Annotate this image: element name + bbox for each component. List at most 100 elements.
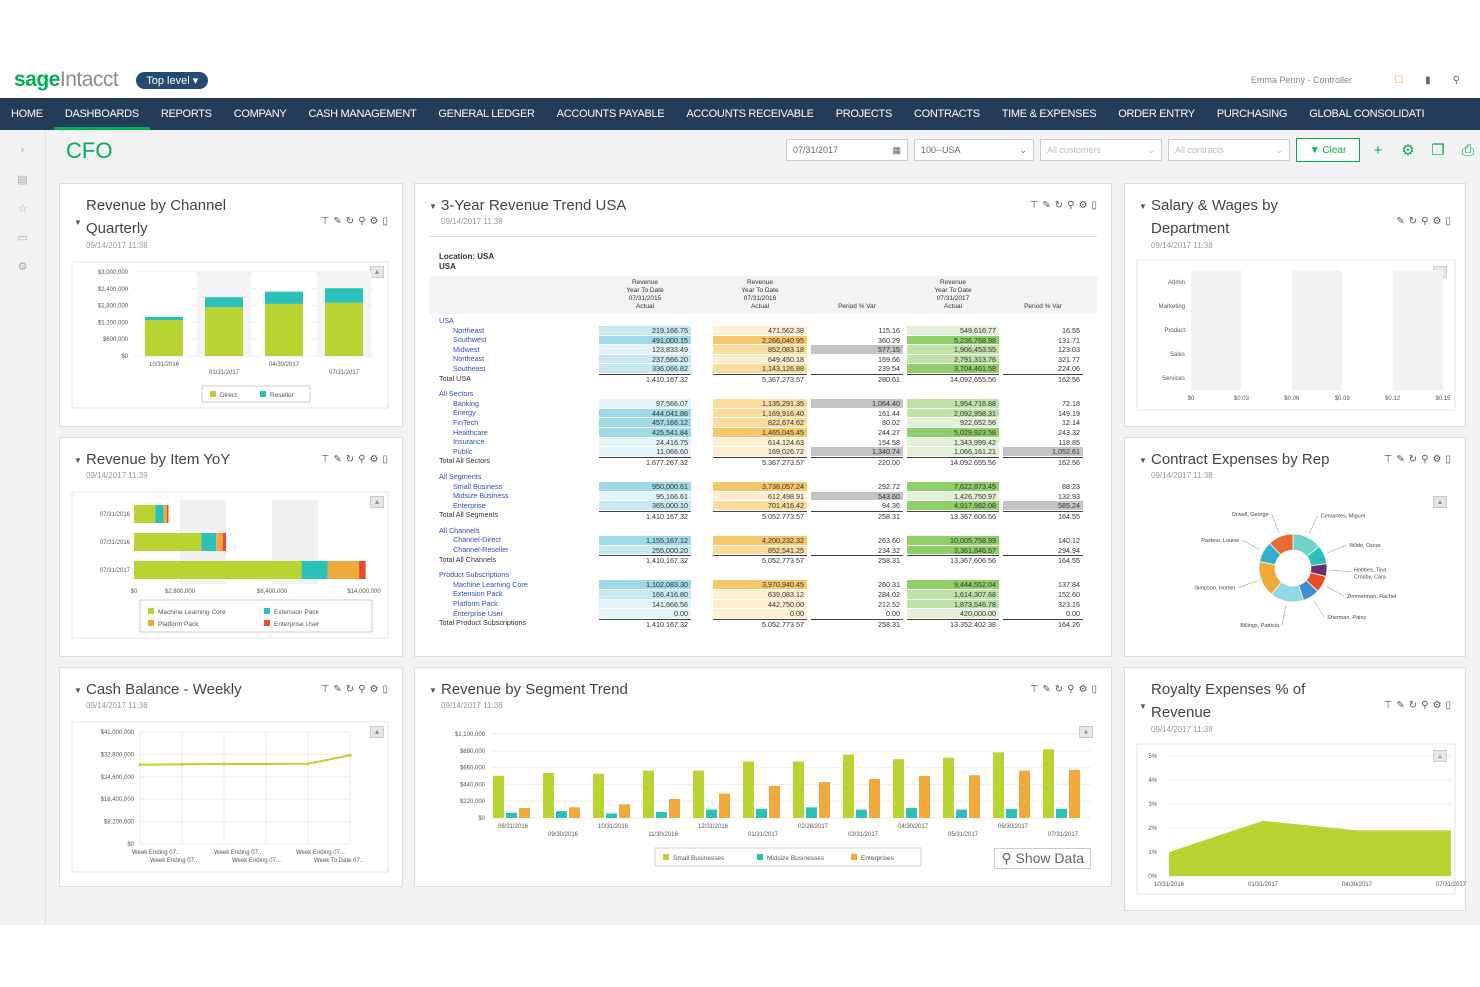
edit-icon[interactable]: ✎: [1042, 200, 1051, 211]
row-label[interactable]: Enterprise User: [453, 608, 503, 618]
refresh-icon[interactable]: ↻: [345, 454, 355, 465]
expand-icon[interactable]: ›: [20, 144, 25, 156]
nav-item[interactable]: ORDER ENTRY: [1118, 108, 1195, 120]
edit-icon[interactable]: ✎: [1396, 454, 1405, 465]
filter-icon[interactable]: ⊤: [320, 454, 330, 465]
filter-icon[interactable]: ⊤: [320, 684, 330, 695]
nav-item[interactable]: DASHBOARDS: [53, 98, 150, 130]
gear-icon[interactable]: ⚙: [1078, 200, 1088, 211]
gear-icon[interactable]: ⚙: [369, 684, 379, 695]
delete-icon[interactable]: ▯: [382, 216, 388, 227]
row-label[interactable]: Healthcare: [453, 427, 488, 437]
collapse-icon[interactable]: ▼: [429, 686, 437, 695]
row-label[interactable]: Midwest: [453, 344, 480, 354]
collapse-icon[interactable]: ▼: [74, 218, 82, 227]
nav-item[interactable]: PROJECTS: [835, 108, 893, 120]
collapse-icon[interactable]: ▼: [1139, 456, 1147, 465]
delete-icon[interactable]: ▯: [1445, 454, 1451, 465]
export-icon[interactable]: ▴: [370, 266, 384, 278]
nav-item[interactable]: CASH MANAGEMENT: [308, 108, 417, 120]
user-menu[interactable]: Emma Penny - Controller: [1250, 75, 1352, 85]
nav-item[interactable]: COMPANY: [233, 108, 287, 120]
nav-item[interactable]: TIME & EXPENSES: [1001, 108, 1097, 120]
sage-intacct-logo[interactable]: sageIntacct: [14, 68, 119, 91]
edit-icon[interactable]: ✎: [1396, 700, 1405, 711]
nav-item[interactable]: GLOBAL CONSOLIDATI: [1309, 108, 1425, 120]
gear-icon[interactable]: ⚙: [369, 216, 379, 227]
delete-icon[interactable]: ▯: [1091, 200, 1097, 211]
gear-icon[interactable]: ⚙: [1432, 216, 1442, 227]
row-label[interactable]: Machine Learning Core: [453, 579, 528, 589]
zoom-icon[interactable]: ⚲: [1067, 684, 1075, 695]
collapse-icon[interactable]: ▼: [1139, 702, 1147, 711]
collapse-icon[interactable]: ▼: [74, 686, 82, 695]
refresh-icon[interactable]: ↻: [345, 684, 355, 695]
refresh-icon[interactable]: ↻: [345, 216, 355, 227]
zoom-icon[interactable]: ⚲: [1421, 700, 1429, 711]
edit-icon[interactable]: ✎: [1042, 684, 1051, 695]
add-icon[interactable]: +: [1373, 141, 1383, 159]
collapse-icon[interactable]: ▼: [1139, 202, 1147, 211]
row-label[interactable]: Northeast: [453, 325, 485, 335]
monitor-icon[interactable]: ▭: [17, 232, 28, 244]
settings-icon[interactable]: ⚙: [17, 261, 28, 273]
refresh-icon[interactable]: ↻: [1408, 700, 1418, 711]
gear-icon[interactable]: ⚙: [369, 454, 379, 465]
row-label[interactable]: Channel-Direct: [453, 535, 501, 545]
edit-icon[interactable]: ✎: [1396, 216, 1405, 227]
gear-icon[interactable]: ⚙: [1078, 684, 1088, 695]
zoom-icon[interactable]: ⚲: [1067, 200, 1075, 211]
edit-icon[interactable]: ✎: [333, 216, 342, 227]
filter-icon[interactable]: ⊤: [1029, 684, 1039, 695]
row-label[interactable]: Southwest: [453, 335, 487, 345]
calendar-icon[interactable]: ▦: [892, 145, 901, 155]
customers-select[interactable]: All customers ⌄: [1040, 139, 1162, 161]
delete-icon[interactable]: ▯: [382, 684, 388, 695]
refresh-icon[interactable]: ↻: [1408, 454, 1418, 465]
contracts-select[interactable]: All contracts ⌄: [1168, 139, 1290, 161]
row-label[interactable]: Banking: [453, 398, 479, 408]
edit-icon[interactable]: ✎: [333, 454, 342, 465]
level-selector[interactable]: Top level ▾: [136, 71, 209, 89]
copy-icon[interactable]: ❐: [1431, 142, 1445, 159]
list-icon[interactable]: ▤: [17, 174, 28, 186]
gear-icon[interactable]: ⚙: [1432, 454, 1442, 465]
filter-icon[interactable]: ⊤: [320, 216, 330, 227]
row-label[interactable]: Extension Pack: [453, 589, 503, 599]
row-label[interactable]: Small Business: [453, 481, 503, 491]
nav-item[interactable]: PURCHASING: [1216, 108, 1288, 120]
row-label[interactable]: Northeast: [453, 354, 485, 364]
row-label[interactable]: Product Subscriptions: [439, 570, 509, 580]
delete-icon[interactable]: ▯: [1445, 216, 1451, 227]
bookmark-icon[interactable]: ▮: [1425, 74, 1431, 86]
row-label[interactable]: All Sectors: [439, 389, 474, 399]
nav-item[interactable]: REPORTS: [160, 108, 212, 120]
entity-select[interactable]: 100--USA ⌄: [914, 139, 1034, 161]
export-icon[interactable]: ▴: [370, 496, 384, 508]
show-data-button[interactable]: ⚲ Show Data: [994, 848, 1091, 869]
row-label[interactable]: FinTech: [453, 417, 479, 427]
clear-filters-button[interactable]: ▼ Clear: [1296, 138, 1360, 162]
delete-icon[interactable]: ▯: [382, 454, 388, 465]
refresh-icon[interactable]: ↻: [1054, 684, 1064, 695]
notifications-icon[interactable]: ☐: [1394, 74, 1404, 86]
delete-icon[interactable]: ▯: [1445, 700, 1451, 711]
delete-icon[interactable]: ▯: [1091, 684, 1097, 695]
zoom-icon[interactable]: ⚲: [358, 684, 366, 695]
filter-icon[interactable]: ⊤: [1029, 200, 1039, 211]
zoom-icon[interactable]: ⚲: [358, 216, 366, 227]
refresh-icon[interactable]: ↻: [1054, 200, 1064, 211]
row-label[interactable]: All Segments: [439, 471, 482, 481]
row-label[interactable]: Enterprise: [453, 500, 486, 510]
row-label[interactable]: All Channels: [439, 525, 480, 535]
export-icon[interactable]: ▴: [370, 726, 384, 738]
nav-item[interactable]: CONTRACTS: [913, 108, 980, 120]
row-label[interactable]: USA: [439, 316, 454, 325]
export-icon[interactable]: ▴: [1079, 726, 1093, 738]
row-label[interactable]: Insurance: [453, 437, 485, 447]
row-label[interactable]: Public: [453, 446, 473, 456]
nav-item[interactable]: GENERAL LEDGER: [438, 108, 535, 120]
filter-icon[interactable]: ⊤: [1383, 700, 1393, 711]
gear-icon[interactable]: ⚙: [1432, 700, 1442, 711]
search-icon[interactable]: ⚲: [1452, 74, 1460, 86]
